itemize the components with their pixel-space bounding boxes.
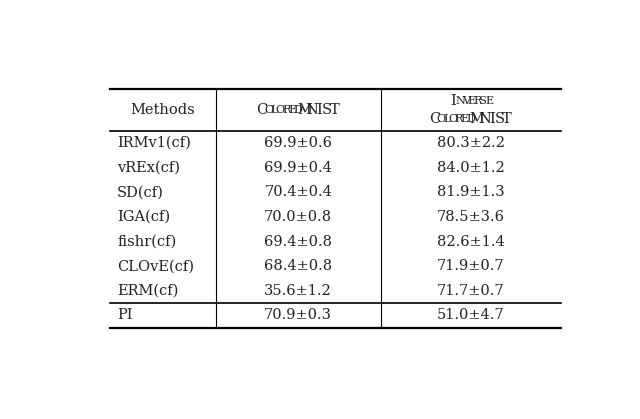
Text: O: O [449, 114, 458, 124]
Text: O: O [264, 105, 273, 115]
Text: R: R [473, 96, 482, 106]
Text: 78.5±3.6: 78.5±3.6 [437, 210, 505, 224]
Text: C: C [257, 103, 268, 117]
Text: T: T [502, 112, 512, 126]
Text: ERM(cf): ERM(cf) [117, 284, 179, 298]
Text: E: E [461, 114, 468, 124]
Text: M: M [297, 103, 312, 117]
Text: vREx(cf): vREx(cf) [117, 161, 180, 175]
Text: 70.4±0.4: 70.4±0.4 [264, 185, 332, 199]
Text: SD(cf): SD(cf) [117, 185, 164, 199]
Text: E: E [485, 96, 493, 106]
Text: T: T [330, 103, 339, 117]
Text: 70.0±0.8: 70.0±0.8 [264, 210, 332, 224]
Text: N: N [478, 112, 491, 126]
Text: R: R [454, 114, 463, 124]
Text: S: S [479, 96, 487, 106]
Text: S: S [322, 103, 332, 117]
Text: CLOvE(cf): CLOvE(cf) [117, 259, 194, 273]
Text: 69.9±0.4: 69.9±0.4 [264, 161, 332, 175]
Text: 69.9±0.6: 69.9±0.6 [264, 136, 332, 150]
Text: Methods: Methods [131, 103, 195, 117]
Text: 51.0±4.7: 51.0±4.7 [437, 308, 505, 323]
Text: fishr(cf): fishr(cf) [117, 235, 177, 248]
Text: O: O [276, 105, 285, 115]
Text: I: I [489, 112, 495, 126]
Text: 71.7±0.7: 71.7±0.7 [437, 284, 505, 298]
Text: 84.0±1.2: 84.0±1.2 [437, 161, 505, 175]
Text: 82.6±1.4: 82.6±1.4 [437, 235, 505, 248]
Text: N: N [305, 103, 318, 117]
Text: I: I [451, 94, 456, 108]
Text: IGA(cf): IGA(cf) [117, 210, 170, 224]
Text: C: C [429, 112, 440, 126]
Text: R: R [282, 105, 291, 115]
Text: 81.9±1.3: 81.9±1.3 [437, 185, 505, 199]
Text: L: L [271, 105, 278, 115]
Text: S: S [495, 112, 504, 126]
Text: 70.9±0.3: 70.9±0.3 [264, 308, 332, 323]
Text: IRMv1(cf): IRMv1(cf) [117, 136, 191, 150]
Text: L: L [444, 114, 451, 124]
Text: O: O [436, 114, 446, 124]
Text: 35.6±1.2: 35.6±1.2 [264, 284, 332, 298]
Text: 71.9±0.7: 71.9±0.7 [437, 259, 505, 273]
Text: I: I [317, 103, 323, 117]
Text: M: M [470, 112, 484, 126]
Text: 80.3±2.2: 80.3±2.2 [437, 136, 505, 150]
Text: E: E [468, 96, 476, 106]
Text: D: D [293, 105, 302, 115]
Text: N: N [455, 96, 465, 106]
Text: E: E [288, 105, 296, 115]
Text: V: V [461, 96, 470, 106]
Text: 68.4±0.8: 68.4±0.8 [264, 259, 332, 273]
Text: PI: PI [117, 308, 132, 323]
Text: 69.4±0.8: 69.4±0.8 [264, 235, 332, 248]
Text: D: D [466, 114, 475, 124]
